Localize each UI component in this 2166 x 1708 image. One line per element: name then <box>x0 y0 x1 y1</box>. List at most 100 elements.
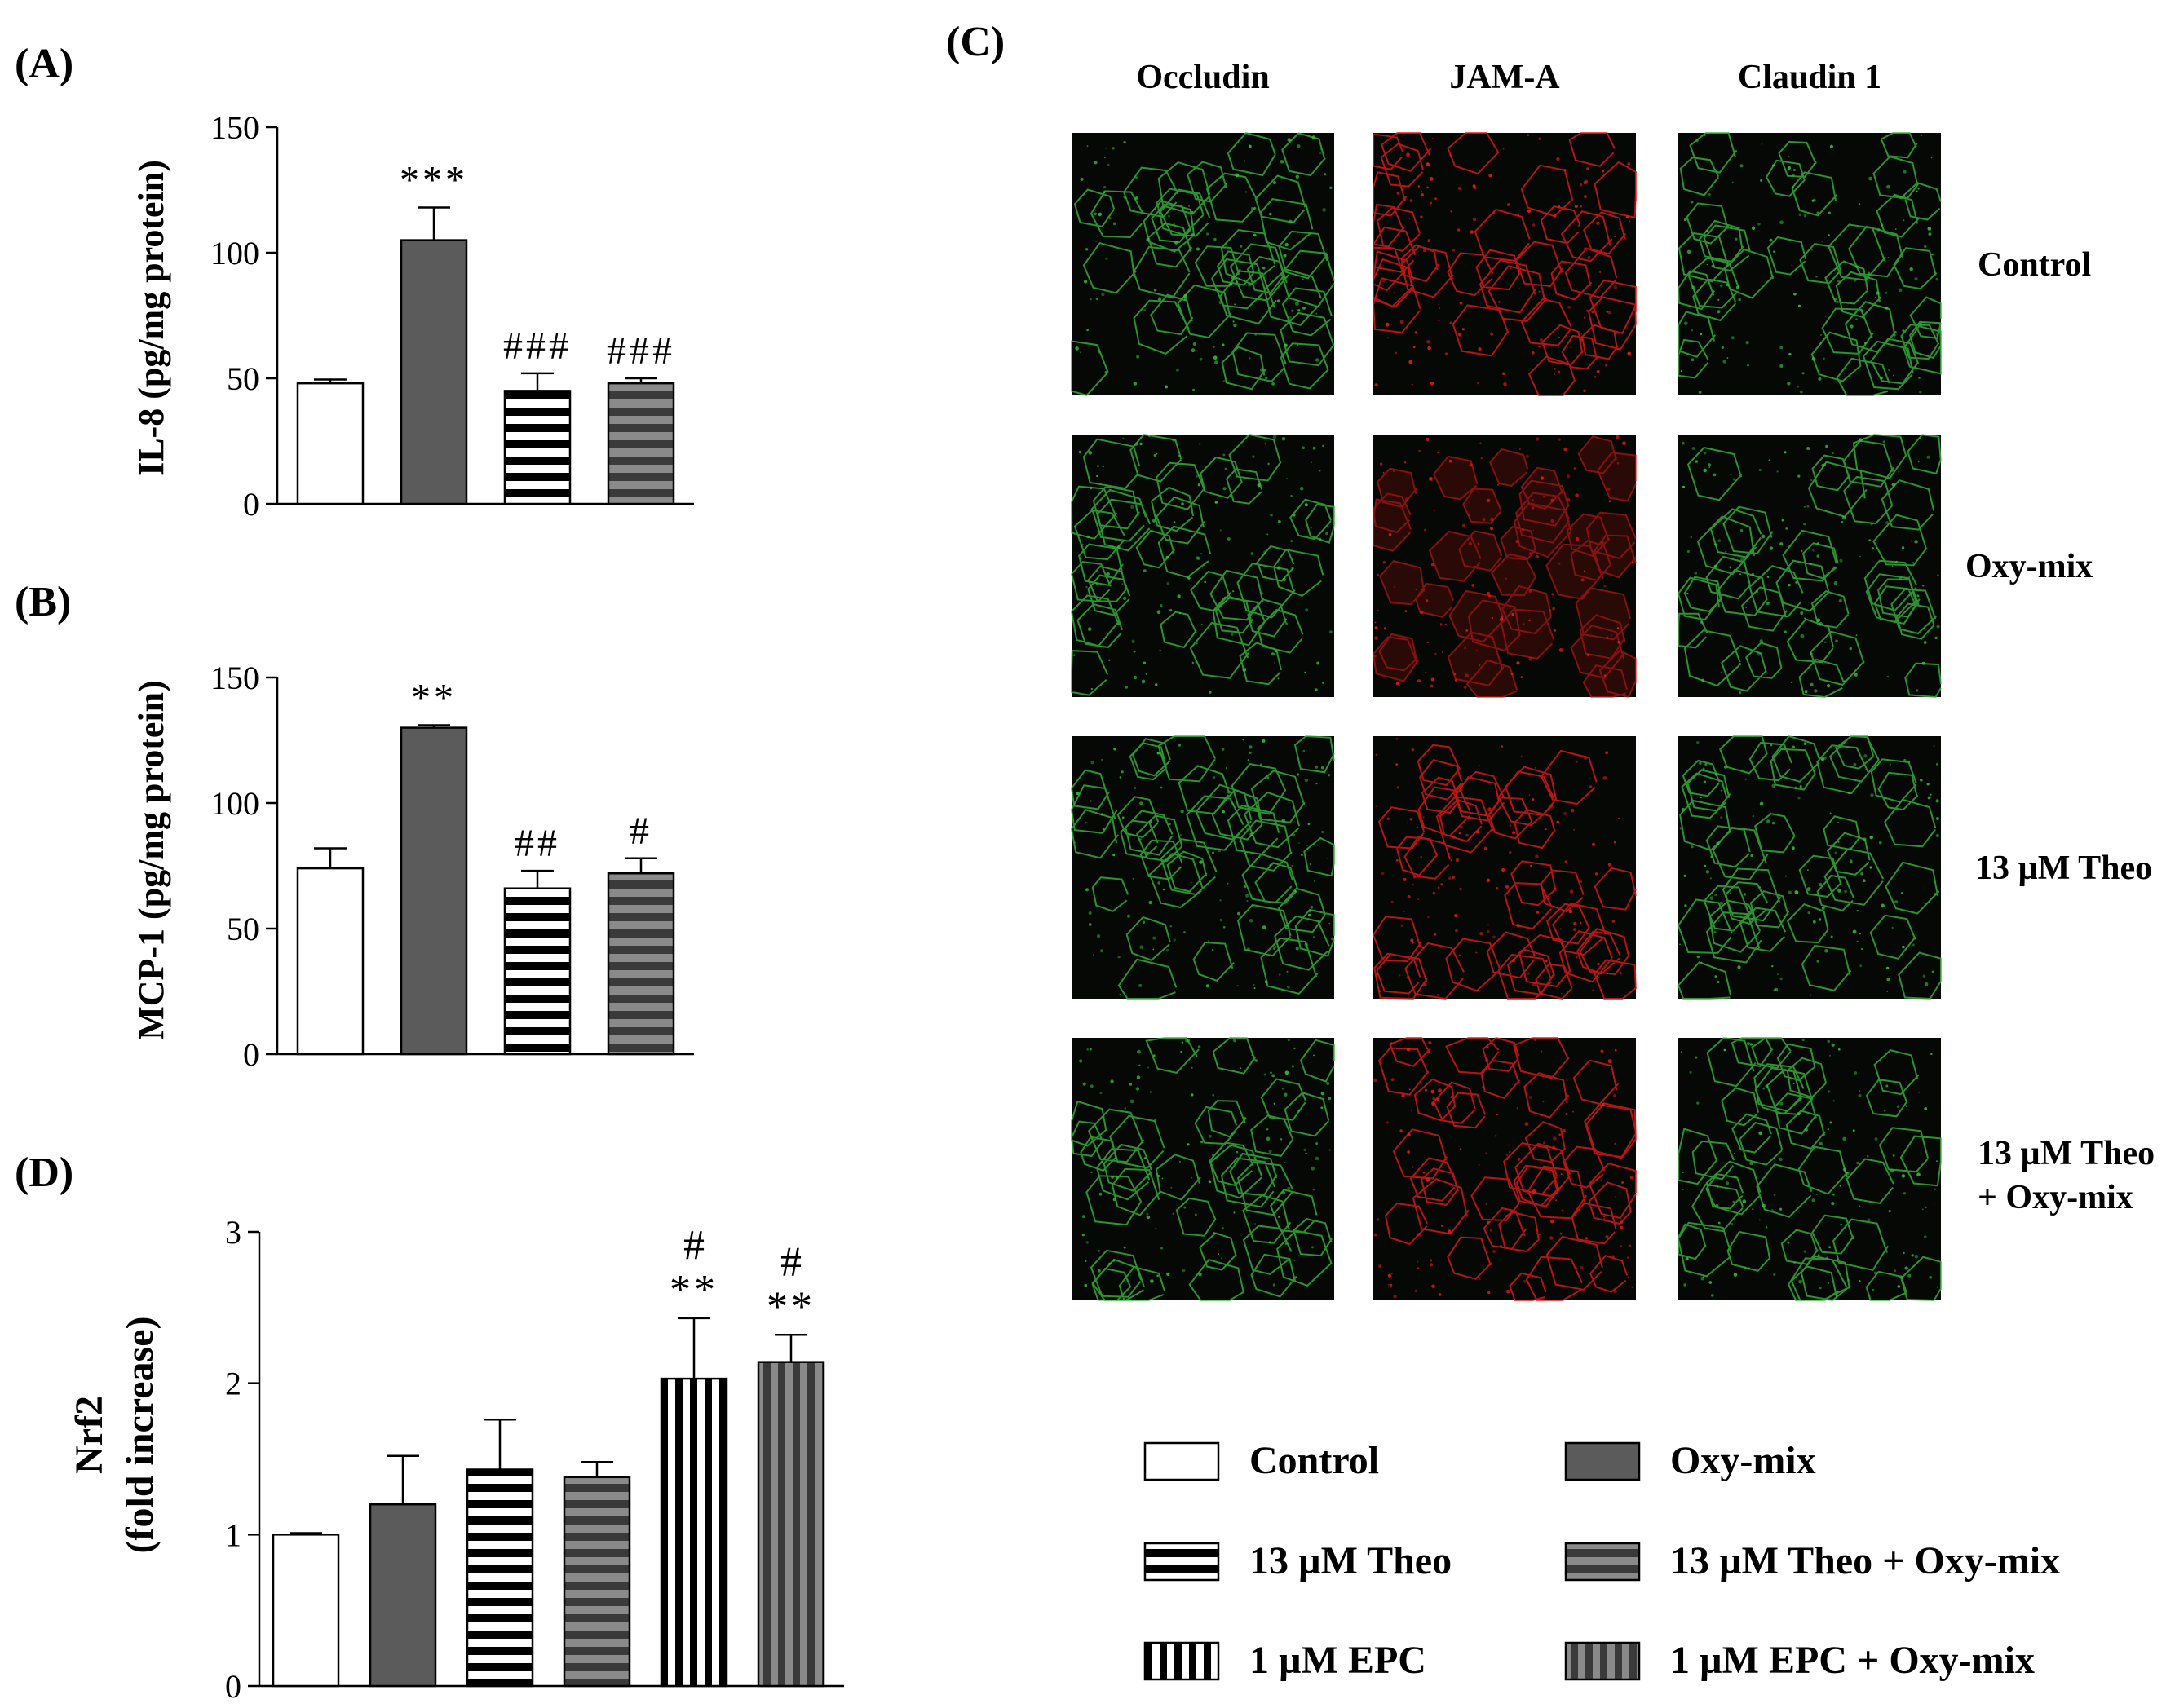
significance-label: # <box>630 810 652 853</box>
micrograph-speckle <box>1328 526 1329 528</box>
micrograph-speckle <box>1315 358 1319 362</box>
micrograph-speckle <box>1183 931 1186 933</box>
micrograph-speckle <box>1096 465 1099 468</box>
micrograph-speckle <box>1181 1041 1184 1044</box>
micrograph-speckle <box>1251 1054 1253 1057</box>
micrograph-speckle <box>1284 1070 1289 1075</box>
micrograph-speckle <box>1874 1137 1878 1141</box>
micrograph-speckle <box>1509 850 1512 854</box>
micrograph-speckle <box>1832 1193 1835 1196</box>
micrograph-speckle <box>1157 881 1160 885</box>
micrograph-speckle <box>1275 946 1277 948</box>
micrograph-speckle <box>1253 987 1256 990</box>
micrograph-speckle <box>1738 663 1741 666</box>
micrograph-speckle <box>1156 1274 1159 1278</box>
micrograph-speckle <box>1536 437 1540 441</box>
micrograph-speckle <box>1819 1287 1822 1290</box>
micrograph-speckle <box>1840 1223 1842 1226</box>
micrograph-speckle <box>1917 188 1920 190</box>
micrograph-speckle <box>1532 798 1535 801</box>
bar <box>369 1503 437 1688</box>
micrograph-speckle <box>1710 1294 1714 1297</box>
micrograph-speckle <box>1156 751 1160 755</box>
micrograph-speckle <box>1499 1244 1503 1248</box>
micrograph-speckle <box>1772 164 1775 167</box>
micrograph-speckle <box>1157 297 1162 301</box>
micrograph-speckle <box>1089 298 1092 301</box>
micrograph-speckle <box>1779 1207 1783 1211</box>
micrograph-speckle <box>1161 1177 1164 1180</box>
micrograph-speckle <box>1196 247 1200 251</box>
micrograph-speckle <box>1832 1100 1835 1102</box>
micrograph-speckle <box>1594 872 1598 876</box>
micrograph-speckle <box>1933 1202 1935 1204</box>
micrograph-speckle <box>1196 642 1198 645</box>
micrograph-speckle <box>1558 370 1561 373</box>
micrograph-speckle <box>1234 303 1236 306</box>
micrograph-speckle <box>1135 1087 1140 1091</box>
micrograph-speckle <box>1318 470 1321 472</box>
micrograph-speckle <box>1792 846 1795 850</box>
micrograph-speckle <box>1426 162 1430 167</box>
micrograph-speckle <box>1903 1192 1907 1195</box>
micrograph-speckle <box>1136 355 1140 359</box>
micrograph-speckle <box>1438 303 1440 306</box>
micrograph-speckle <box>1145 673 1148 675</box>
micrograph-speckle <box>1315 1142 1319 1145</box>
micrograph-speckle <box>1385 322 1390 327</box>
micrograph-speckle <box>1812 198 1816 202</box>
micrograph-speckle <box>1841 308 1844 311</box>
micrograph-speckle <box>1907 1273 1912 1278</box>
micrograph-speckle <box>1925 1206 1927 1208</box>
micrograph-speckle <box>1691 358 1695 362</box>
micrograph-speckle <box>1154 1118 1157 1121</box>
legend-label: Oxy-mix <box>1670 1439 1816 1482</box>
micrograph-speckle <box>1395 682 1399 686</box>
micrograph-speckle <box>1242 1203 1244 1205</box>
micrograph-speckle <box>1807 911 1810 915</box>
micrograph-speckle <box>1103 191 1106 193</box>
micrograph-speckle <box>1165 949 1169 952</box>
micrograph-speckle <box>1262 925 1266 929</box>
micrograph-speckle <box>1861 309 1863 311</box>
micrograph-speckle <box>1417 185 1421 188</box>
micrograph-speckle <box>1461 328 1465 331</box>
micrograph-speckle <box>1529 552 1532 555</box>
micrograph-speckle <box>1607 487 1611 492</box>
micrograph-speckle <box>1600 1049 1604 1053</box>
micrograph-speckle <box>1272 435 1277 439</box>
micrograph-speckle <box>1573 828 1576 831</box>
micrograph-speckle <box>1195 660 1198 663</box>
micrograph-speckle <box>1549 609 1552 611</box>
micrograph-speckle <box>1460 825 1463 829</box>
micrograph-speckle <box>1823 357 1825 360</box>
micrograph-speckle <box>1779 220 1784 225</box>
micrograph-speckle <box>1430 177 1434 181</box>
micrograph-speckle <box>1152 1054 1156 1057</box>
micrograph-speckle <box>1291 1065 1294 1068</box>
micrograph-speckle <box>1115 539 1117 541</box>
micrograph-speckle <box>1160 786 1163 789</box>
micrograph-speckle <box>1160 1247 1164 1250</box>
micrograph-speckle <box>1426 1178 1430 1182</box>
legend-item: 13 µM Theo + Oxy-mix <box>1564 1539 2060 1582</box>
micrograph-speckle <box>1908 576 1911 578</box>
micrograph-speckle <box>1169 925 1172 928</box>
micrograph-speckle <box>1158 1175 1160 1176</box>
micrograph-speckle <box>1262 592 1264 594</box>
micrograph-speckle <box>1454 679 1457 682</box>
micrograph-speckle <box>1448 459 1452 463</box>
micrograph-speckle <box>1601 170 1604 173</box>
micrograph-speckle <box>1708 463 1712 467</box>
micrograph-speckle <box>1310 905 1314 909</box>
micrograph-speckle <box>1222 926 1226 929</box>
panel-label-c: (C) <box>946 19 1005 65</box>
micrograph-speckle <box>1875 170 1877 172</box>
micrograph-speckle <box>1155 1228 1157 1230</box>
y-axis-label: IL-8 (pg/mg protein) <box>131 160 171 476</box>
micrograph-speckle <box>1532 982 1536 987</box>
micrograph-speckle <box>1314 688 1318 692</box>
micrograph-speckle <box>1517 214 1519 216</box>
micrograph-speckle <box>1382 561 1386 564</box>
micrograph-speckle <box>1428 1041 1432 1045</box>
